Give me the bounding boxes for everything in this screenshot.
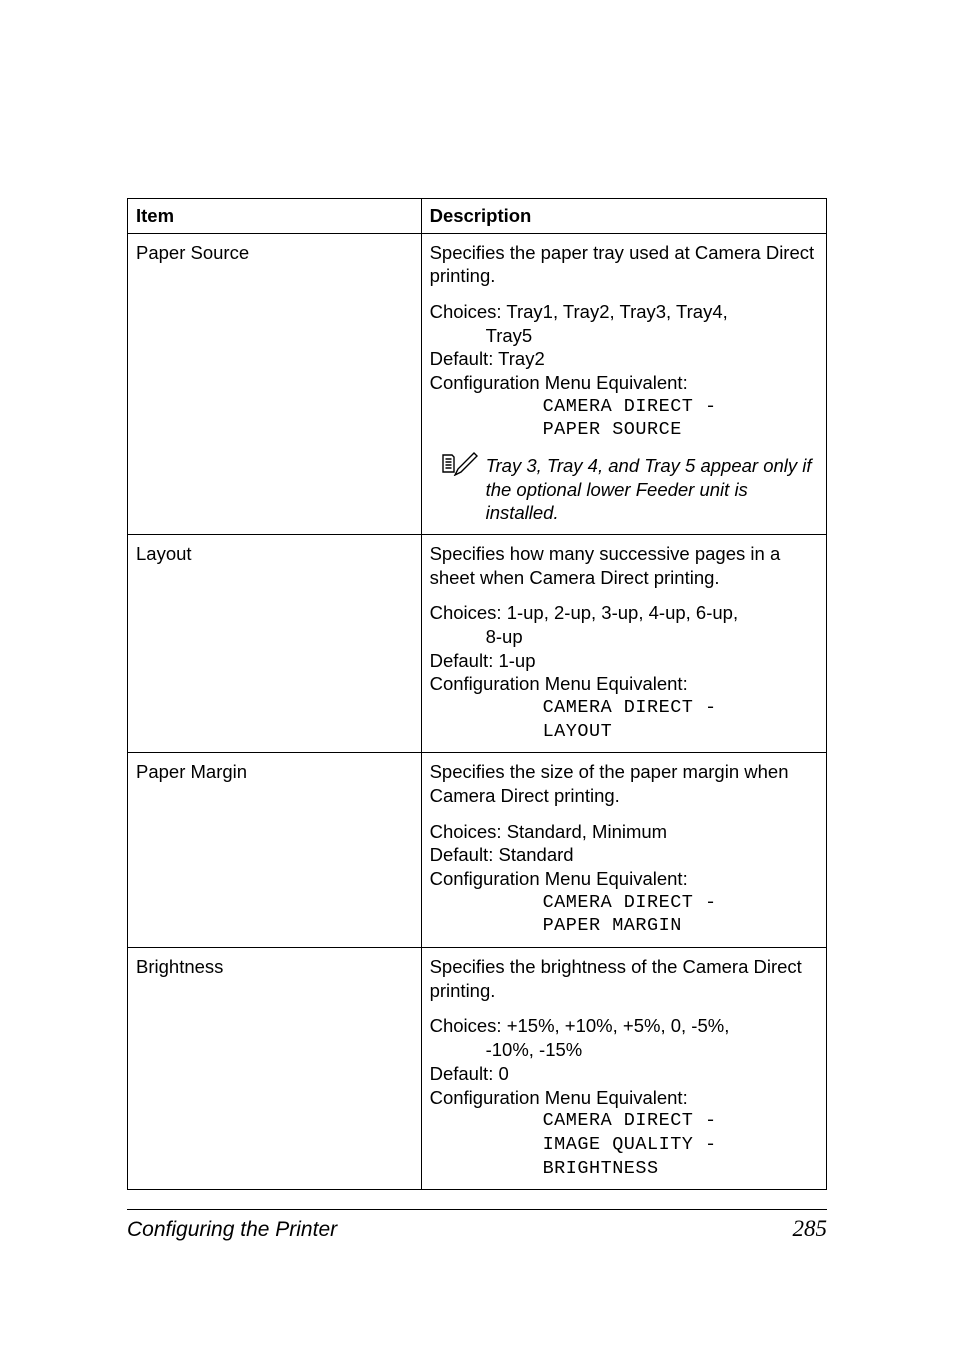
menu-path-2: IMAGE QUALITY - [430,1133,818,1157]
choices-line: Choices: 1-up, 2-up, 3-up, 4-up, 6-up, [430,601,818,625]
choices-line: Choices: Standard, Minimum [430,820,818,844]
choices-cont: -10%, -15% [430,1038,818,1062]
choices-cont: 8-up [430,625,818,649]
header-description: Description [421,199,826,234]
choices-line: Choices: Tray1, Tray2, Tray3, Tray4, [430,300,818,324]
cell-item: Layout [128,535,422,753]
cell-item: Paper Source [128,233,422,534]
cell-description: Specifies the paper tray used at Camera … [421,233,826,534]
cell-item: Paper Margin [128,753,422,948]
table-row: Layout Specifies how many successive pag… [128,535,827,753]
conf-line: Configuration Menu Equivalent: [430,372,688,393]
footer-page-number: 285 [793,1216,828,1242]
menu-path-3: BRIGHTNESS [430,1157,818,1181]
note-block: Tray 3, Tray 4, and Tray 5 appear only i… [430,454,818,525]
intro-text: Specifies the size of the paper margin w… [430,761,789,806]
table-row: Paper Source Specifies the paper tray us… [128,233,827,534]
page-footer: Configuring the Printer 285 [127,1209,827,1242]
cell-item: Brightness [128,948,422,1190]
cell-description: Specifies the size of the paper margin w… [421,753,826,948]
intro-text: Specifies the brightness of the Camera D… [430,956,802,1001]
cell-description: Specifies how many successive pages in a… [421,535,826,753]
note-text: Tray 3, Tray 4, and Tray 5 appear only i… [486,455,812,523]
settings-table: Item Description Paper Source Specifies … [127,198,827,1190]
cell-description: Specifies the brightness of the Camera D… [421,948,826,1190]
footer-left: Configuring the Printer [127,1218,337,1242]
header-item: Item [128,199,422,234]
default-line: Default: 1-up [430,649,818,673]
table-row: Paper Margin Specifies the size of the p… [128,753,827,948]
menu-path-1: CAMERA DIRECT - [430,395,818,419]
menu-path-2: PAPER SOURCE [430,418,818,442]
choices-cont: Tray5 [430,324,818,348]
choices-line: Choices: +15%, +10%, +5%, 0, -5%, [430,1014,818,1038]
menu-path-1: CAMERA DIRECT - [430,891,818,915]
menu-path-1: CAMERA DIRECT - [430,1109,818,1133]
default-line: Default: 0 [430,1062,818,1086]
conf-line: Configuration Menu Equivalent: [430,673,688,694]
menu-path-2: LAYOUT [430,720,818,744]
note-icon [440,452,480,482]
default-line: Default: Tray2 [430,347,818,371]
intro-text: Specifies how many successive pages in a… [430,543,781,588]
table-header-row: Item Description [128,199,827,234]
menu-path-2: PAPER MARGIN [430,914,818,938]
default-line: Default: Standard [430,843,818,867]
intro-text: Specifies the paper tray used at Camera … [430,242,815,287]
page: Item Description Paper Source Specifies … [0,0,954,1350]
conf-line: Configuration Menu Equivalent: [430,1087,688,1108]
conf-line: Configuration Menu Equivalent: [430,868,688,889]
table-row: Brightness Specifies the brightness of t… [128,948,827,1190]
menu-path-1: CAMERA DIRECT - [430,696,818,720]
